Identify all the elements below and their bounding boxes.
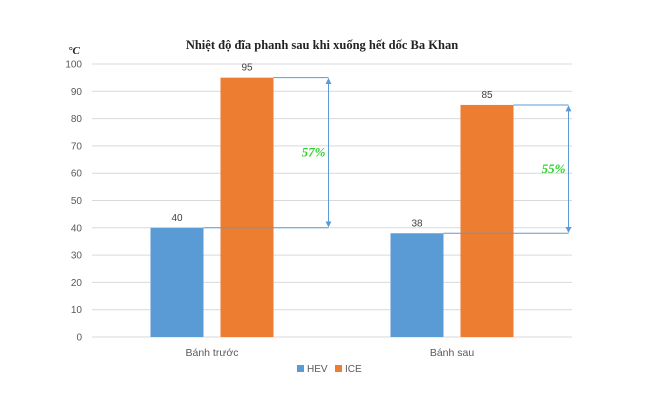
bars: 40 95 38 85: [150, 63, 514, 338]
percentage-label: 55%: [542, 161, 566, 176]
y-tick-label: 90: [71, 87, 83, 98]
data-label: 38: [411, 218, 423, 229]
y-tick-label: 40: [71, 223, 83, 234]
chart-title: Nhiệt độ đĩa phanh sau khi xuống hết dốc…: [186, 38, 458, 52]
y-axis-unit-label: °C: [68, 45, 80, 57]
x-axis-categories: Bánh trước Bánh sau: [185, 347, 474, 359]
data-label: 40: [171, 213, 183, 224]
y-tick-label: 70: [71, 141, 83, 152]
data-label: 85: [481, 90, 493, 101]
y-tick-label: 30: [71, 251, 83, 262]
x-category-label: Bánh trước: [185, 347, 238, 359]
x-category-label: Bánh sau: [430, 347, 475, 359]
y-tick-label: 20: [71, 278, 83, 289]
y-tick-label: 60: [71, 169, 83, 180]
data-label: 95: [241, 63, 253, 74]
y-tick-label: 80: [71, 114, 83, 125]
bar: [460, 104, 514, 337]
bar: [390, 233, 444, 337]
legend-label: HEV: [307, 364, 328, 375]
legend-label: ICE: [345, 364, 362, 375]
legend-swatch: [335, 365, 342, 372]
y-tick-label: 50: [71, 196, 83, 207]
bar: [220, 77, 274, 338]
y-tick-label: 0: [76, 333, 82, 344]
legend: HEV ICE: [297, 364, 362, 375]
annotations: 57% 55%: [203, 77, 572, 234]
y-tick-label: 100: [65, 60, 82, 71]
y-axis-ticks: 0 10 20 30 40 50 60 70 80 90 100: [65, 60, 82, 344]
legend-swatch: [297, 365, 304, 372]
percentage-label: 57%: [302, 145, 326, 160]
bar: [150, 227, 204, 337]
y-tick-label: 10: [71, 305, 83, 316]
